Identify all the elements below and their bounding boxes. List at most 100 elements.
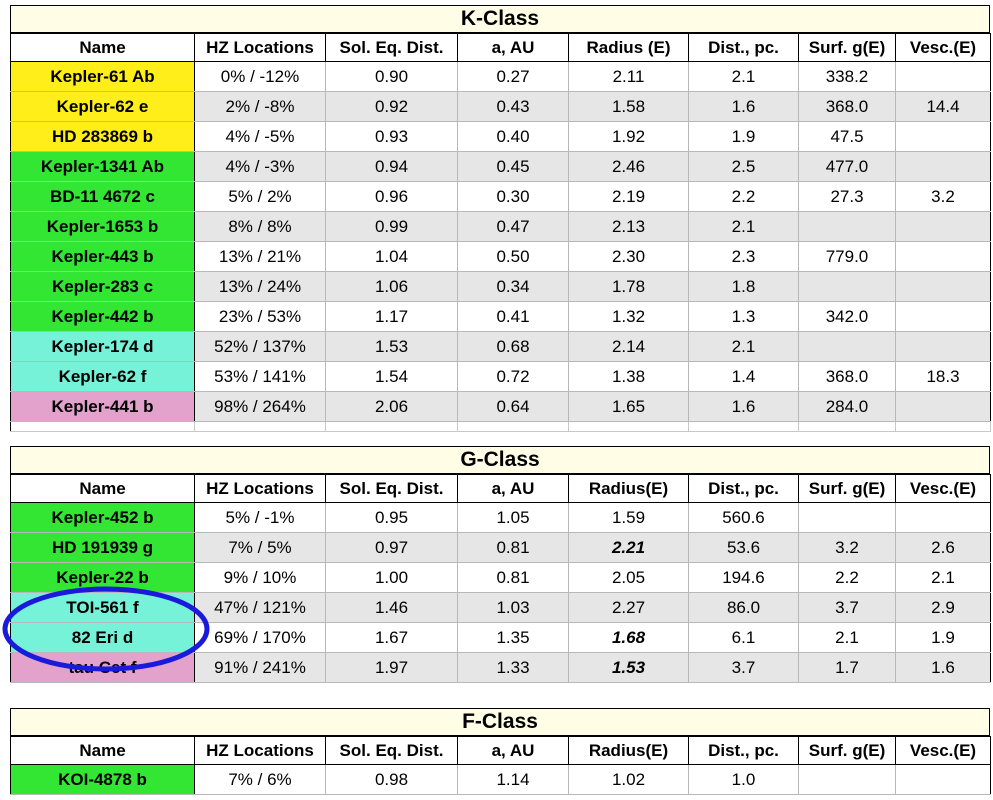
header-g: Surf. g(E) — [798, 33, 896, 62]
spacer-cell — [688, 421, 799, 432]
header-sol: Sol. Eq. Dist. — [325, 736, 458, 765]
table-row: 82 Eri d 69% / 170% 1.67 1.35 1.68 6.1 2.1 1.9 — [10, 622, 991, 653]
g-class-section: G-Class Name HZ Locations Sol. Eq. Dist.… — [10, 446, 991, 683]
cell-hz: 5% / -1% — [194, 502, 326, 533]
cell-dist: 2.3 — [688, 241, 799, 272]
table-row: Kepler-62 e 2% / -8% 0.92 0.43 1.58 1.6 368.0 1… — [10, 91, 991, 122]
cell-hz: 98% / 264% — [194, 391, 326, 422]
cell-dist: 1.0 — [688, 764, 799, 795]
cell-hz: 69% / 170% — [194, 622, 326, 653]
header-radius: Radius (E) — [568, 33, 689, 62]
cell-radius: 2.46 — [568, 151, 689, 182]
cell-sol: 1.54 — [325, 361, 458, 392]
cell-g — [798, 331, 896, 362]
cell-g: 2.2 — [798, 562, 896, 593]
header-row: Name HZ Locations Sol. Eq. Dist. a, AU R… — [10, 33, 991, 62]
cell-radius: 1.78 — [568, 271, 689, 302]
cell-dist: 1.4 — [688, 361, 799, 392]
cell-dist: 1.8 — [688, 271, 799, 302]
cell-vesc: 2.9 — [895, 592, 991, 623]
cell-dist: 1.9 — [688, 121, 799, 152]
cell-radius: 2.11 — [568, 61, 689, 92]
cell-hz: 23% / 53% — [194, 301, 326, 332]
g-class-table: Name HZ Locations Sol. Eq. Dist. a, AU R… — [10, 474, 991, 683]
cell-vesc: 14.4 — [895, 91, 991, 122]
cell-sol: 1.17 — [325, 301, 458, 332]
cell-hz: 4% / -3% — [194, 151, 326, 182]
cell-vesc: 2.1 — [895, 562, 991, 593]
header-radius: Radius(E) — [568, 736, 689, 765]
spacer-cell — [194, 421, 326, 432]
table-row: Kepler-62 f 53% / 141% 1.54 0.72 1.38 1.4 368.… — [10, 361, 991, 392]
cell-vesc — [895, 764, 991, 795]
cell-vesc — [895, 271, 991, 302]
f-class-section: F-Class Name HZ Locations Sol. Eq. Dist.… — [10, 708, 991, 795]
table-row: Kepler-441 b 98% / 264% 2.06 0.64 1.65 1.6 284… — [10, 391, 991, 422]
cell-sol: 0.97 — [325, 532, 458, 563]
cell-name: Kepler-442 b — [10, 301, 195, 332]
table-row: BD-11 4672 c 5% / 2% 0.96 0.30 2.19 2.2 27.3 3.… — [10, 181, 991, 212]
cell-vesc: 3.2 — [895, 181, 991, 212]
section-title: K-Class — [10, 5, 990, 33]
cell-vesc — [895, 241, 991, 272]
table-row: TOI-561 f 47% / 121% 1.46 1.03 2.27 86.0 3.7 2.… — [10, 592, 991, 623]
table-row: KOI-4878 b 7% / 6% 0.98 1.14 1.02 1.0 — [10, 764, 991, 795]
header-a: a, AU — [457, 474, 569, 503]
cell-vesc — [895, 151, 991, 182]
cell-radius: 1.65 — [568, 391, 689, 422]
cell-hz: 13% / 21% — [194, 241, 326, 272]
cell-hz: 4% / -5% — [194, 121, 326, 152]
cell-hz: 53% / 141% — [194, 361, 326, 392]
cell-dist: 2.1 — [688, 331, 799, 362]
header-name: Name — [10, 474, 195, 503]
cell-a: 0.43 — [457, 91, 569, 122]
header-vesc: Vesc.(E) — [895, 33, 991, 62]
cell-sol: 0.94 — [325, 151, 458, 182]
cell-radius: 1.38 — [568, 361, 689, 392]
header-hz: HZ Locations — [194, 474, 326, 503]
spacer-cell — [457, 421, 569, 432]
cell-vesc — [895, 391, 991, 422]
k-class-section: K-Class Name HZ Locations Sol. Eq. Dist.… — [10, 5, 991, 432]
cell-radius: 2.19 — [568, 181, 689, 212]
cell-sol: 1.67 — [325, 622, 458, 653]
cell-vesc — [895, 121, 991, 152]
cell-g — [798, 502, 896, 533]
table-row: Kepler-443 b 13% / 21% 1.04 0.50 2.30 2.3 779.… — [10, 241, 991, 272]
table-row: Kepler-22 b 9% / 10% 1.00 0.81 2.05 194.6 2.2 2… — [10, 562, 991, 593]
cell-radius: 2.30 — [568, 241, 689, 272]
table-row: Kepler-283 c 13% / 24% 1.06 0.34 1.78 1.8 — [10, 271, 991, 302]
cell-sol: 1.00 — [325, 562, 458, 593]
cell-hz: 7% / 6% — [194, 764, 326, 795]
header-row: Name HZ Locations Sol. Eq. Dist. a, AU R… — [10, 474, 991, 503]
cell-g: 2.1 — [798, 622, 896, 653]
cell-g: 779.0 — [798, 241, 896, 272]
cell-dist: 2.1 — [688, 211, 799, 242]
cell-g: 368.0 — [798, 361, 896, 392]
cell-hz: 8% / 8% — [194, 211, 326, 242]
cell-sol: 0.99 — [325, 211, 458, 242]
cell-hz: 2% / -8% — [194, 91, 326, 122]
header-radius: Radius(E) — [568, 474, 689, 503]
cell-a: 0.81 — [457, 562, 569, 593]
cell-sol: 0.96 — [325, 181, 458, 212]
header-vesc: Vesc.(E) — [895, 736, 991, 765]
cell-a: 1.14 — [457, 764, 569, 795]
cell-name: Kepler-62 f — [10, 361, 195, 392]
cell-name: Kepler-283 c — [10, 271, 195, 302]
header-hz: HZ Locations — [194, 33, 326, 62]
cell-g — [798, 211, 896, 242]
cell-g: 47.5 — [798, 121, 896, 152]
cell-sol: 0.90 — [325, 61, 458, 92]
table-row: Kepler-174 d 52% / 137% 1.53 0.68 2.14 2.1 — [10, 331, 991, 362]
header-dist: Dist., pc. — [688, 33, 799, 62]
cell-dist: 6.1 — [688, 622, 799, 653]
cell-radius: 1.68 — [568, 622, 689, 653]
cell-hz: 7% / 5% — [194, 532, 326, 563]
cell-radius: 1.58 — [568, 91, 689, 122]
cell-dist: 194.6 — [688, 562, 799, 593]
cell-a: 0.68 — [457, 331, 569, 362]
cell-dist: 3.7 — [688, 652, 799, 683]
cell-vesc — [895, 331, 991, 362]
cell-a: 0.72 — [457, 361, 569, 392]
